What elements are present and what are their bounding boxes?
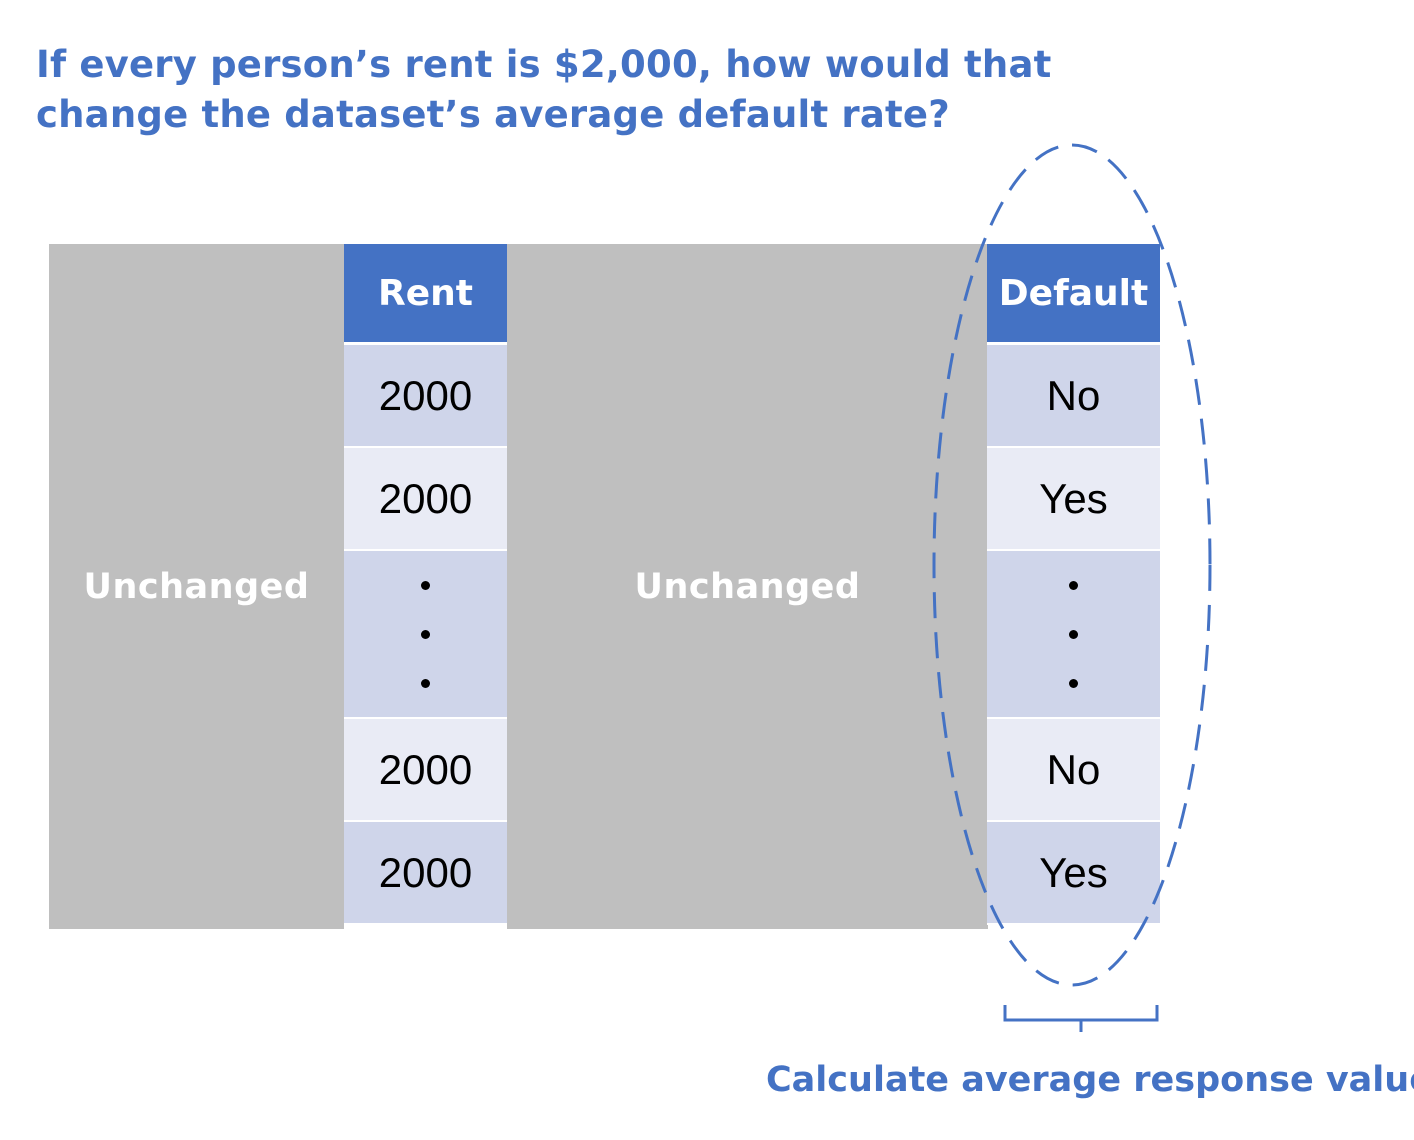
default-cell: No bbox=[987, 345, 1160, 448]
ellipsis-dot bbox=[421, 580, 430, 590]
default-cell: Yes bbox=[987, 822, 1160, 925]
ellipsis-dot bbox=[1069, 678, 1078, 688]
question-line-2: change the dataset’s average default rat… bbox=[36, 93, 950, 136]
unchanged-block-left: Unchanged bbox=[49, 244, 344, 929]
rent-cell: 2000 bbox=[344, 719, 507, 822]
rent-cell: 2000 bbox=[344, 822, 507, 925]
default-cell: No bbox=[987, 719, 1160, 822]
default-ellipsis-cell bbox=[987, 551, 1160, 719]
ellipsis-dot bbox=[1069, 580, 1078, 590]
question-line-1: If every person’s rent is $2,000, how wo… bbox=[36, 43, 1052, 86]
caption-text: Calculate average response value bbox=[766, 1060, 1414, 1100]
rent-column: Rent 2000 2000 2000 2000 bbox=[344, 244, 507, 925]
ellipsis-dot bbox=[1069, 629, 1078, 639]
rent-column-header: Rent bbox=[344, 244, 507, 345]
bracket-icon bbox=[1003, 1005, 1159, 1032]
rent-ellipsis-cell bbox=[344, 551, 507, 719]
rent-cell: 2000 bbox=[344, 448, 507, 551]
ellipsis-dot bbox=[421, 629, 430, 639]
rent-cell: 2000 bbox=[344, 345, 507, 448]
unchanged-block-middle: Unchanged bbox=[507, 244, 988, 929]
ellipsis-dot bbox=[421, 678, 430, 688]
default-column: Default No Yes No Yes bbox=[987, 244, 1160, 925]
default-cell: Yes bbox=[987, 448, 1160, 551]
unchanged-label-left: Unchanged bbox=[83, 566, 310, 607]
unchanged-label-middle: Unchanged bbox=[634, 566, 861, 607]
default-column-header: Default bbox=[987, 244, 1160, 345]
question-heading: If every person’s rent is $2,000, how wo… bbox=[36, 40, 1052, 140]
